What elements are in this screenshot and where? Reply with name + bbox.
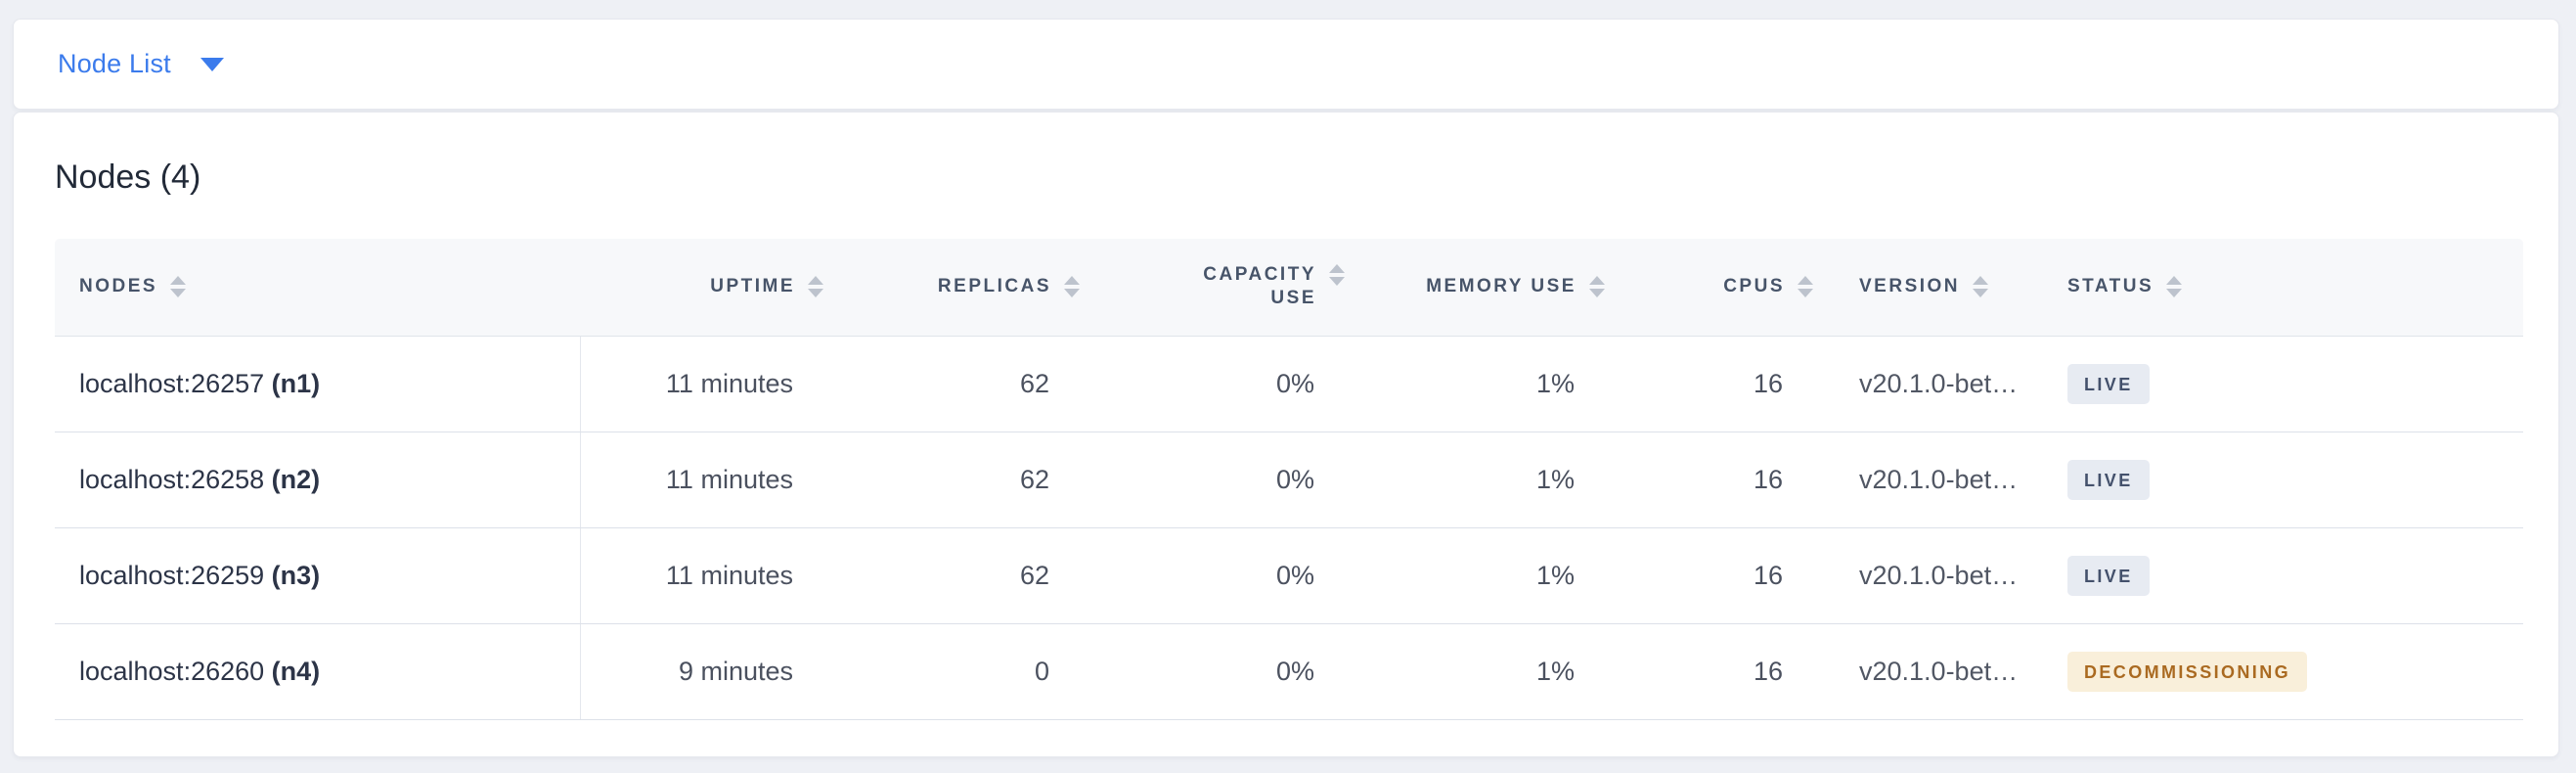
- status-badge: LIVE: [2067, 363, 2150, 404]
- memory-use-cell: 1%: [1360, 527, 1624, 624]
- capacity-use-cell: 0%: [1096, 623, 1360, 720]
- view-selector-bar: Node List: [13, 19, 2559, 110]
- column-header-label: UPTIME: [710, 276, 795, 297]
- memory-use-cell: 1%: [1360, 432, 1624, 528]
- column-header-memory-use[interactable]: MEMORY USE: [1360, 239, 1624, 337]
- node-address-cell: localhost:26258 (n2): [55, 432, 581, 528]
- column-header-label: STATUS: [2067, 276, 2154, 297]
- version-cell: v20.1.0-bet…: [1830, 623, 2045, 720]
- node-address: localhost:26257: [79, 368, 272, 398]
- node-row[interactable]: localhost:26257 (n1) 11 minutes 62 0% 1%…: [55, 336, 2523, 432]
- cpus-cell: 16: [1624, 336, 1830, 432]
- column-header-uptime[interactable]: UPTIME: [580, 239, 837, 337]
- status-cell: LIVE: [2045, 336, 2523, 432]
- sort-arrows-icon: [808, 276, 823, 298]
- version-cell: v20.1.0-bet…: [1830, 527, 2045, 624]
- version-cell: v20.1.0-bet…: [1830, 336, 2045, 432]
- sort-arrows-icon: [1329, 264, 1345, 287]
- nodes-table-body: localhost:26257 (n1) 11 minutes 62 0% 1%…: [55, 336, 2523, 720]
- node-row[interactable]: localhost:26260 (n4) 9 minutes 0 0% 1% 1…: [55, 623, 2523, 720]
- node-id: (n1): [271, 368, 321, 398]
- column-header-version[interactable]: VERSION: [1830, 239, 2045, 337]
- cpus-cell: 16: [1624, 623, 1830, 720]
- node-id: (n2): [271, 464, 321, 494]
- caret-down-icon: [200, 57, 224, 71]
- table-header-row: NODES UPTIME REPLICAS: [55, 239, 2523, 337]
- status-cell: LIVE: [2045, 527, 2523, 624]
- uptime-cell: 9 minutes: [580, 623, 837, 720]
- sort-arrows-icon: [1798, 276, 1813, 298]
- node-list-dropdown[interactable]: Node List: [58, 49, 224, 79]
- uptime-cell: 11 minutes: [580, 527, 837, 624]
- node-address-cell: localhost:26260 (n4): [55, 623, 581, 720]
- status-badge: LIVE: [2067, 555, 2150, 596]
- node-id: (n4): [271, 656, 321, 686]
- node-row[interactable]: localhost:26259 (n3) 11 minutes 62 0% 1%…: [55, 527, 2523, 624]
- column-header-label: CAPACITY USE: [1203, 264, 1316, 309]
- status-badge: LIVE: [2067, 459, 2150, 500]
- nodes-table: NODES UPTIME REPLICAS: [55, 239, 2523, 720]
- status-cell: LIVE: [2045, 432, 2523, 528]
- column-header-label: CPUS: [1723, 276, 1785, 297]
- node-address: localhost:26260: [79, 656, 272, 686]
- cpus-cell: 16: [1624, 432, 1830, 528]
- node-address-cell: localhost:26259 (n3): [55, 527, 581, 624]
- replicas-cell: 62: [837, 336, 1096, 432]
- node-address: localhost:26259: [79, 560, 272, 590]
- replicas-cell: 0: [837, 623, 1096, 720]
- sort-arrows-icon: [2166, 276, 2183, 298]
- column-header-cpus[interactable]: CPUS: [1624, 239, 1830, 337]
- column-header-status[interactable]: STATUS: [2045, 239, 2523, 337]
- uptime-cell: 11 minutes: [580, 336, 837, 432]
- column-header-label: REPLICAS: [937, 276, 1051, 297]
- node-address: localhost:26258: [79, 464, 272, 494]
- nodes-panel: Nodes (4) NODES UPTIME: [13, 112, 2559, 757]
- capacity-use-cell: 0%: [1096, 336, 1360, 432]
- node-address-cell: localhost:26257 (n1): [55, 336, 581, 432]
- memory-use-cell: 1%: [1360, 336, 1624, 432]
- uptime-cell: 11 minutes: [580, 432, 837, 528]
- sort-arrows-icon: [1064, 276, 1080, 298]
- node-id: (n3): [271, 560, 321, 590]
- status-cell: DECOMMISSIONING: [2045, 623, 2523, 720]
- sort-arrows-icon: [1973, 276, 1989, 298]
- column-header-label: MEMORY USE: [1426, 276, 1577, 297]
- sort-arrows-icon: [170, 276, 187, 298]
- status-badge: DECOMMISSIONING: [2067, 651, 2308, 692]
- column-header-replicas[interactable]: REPLICAS: [837, 239, 1096, 337]
- cpus-cell: 16: [1624, 527, 1830, 624]
- capacity-use-cell: 0%: [1096, 527, 1360, 624]
- capacity-use-cell: 0%: [1096, 432, 1360, 528]
- version-cell: v20.1.0-bet…: [1830, 432, 2045, 528]
- column-header-capacity-use[interactable]: CAPACITY USE: [1096, 239, 1360, 337]
- column-header-label: VERSION: [1859, 276, 1961, 297]
- replicas-cell: 62: [837, 432, 1096, 528]
- node-row[interactable]: localhost:26258 (n2) 11 minutes 62 0% 1%…: [55, 432, 2523, 528]
- node-list-dropdown-label: Node List: [58, 49, 171, 78]
- memory-use-cell: 1%: [1360, 623, 1624, 720]
- column-header-nodes[interactable]: NODES: [55, 239, 580, 337]
- replicas-cell: 62: [837, 527, 1096, 624]
- sort-arrows-icon: [1589, 276, 1605, 298]
- page-title: Nodes (4): [55, 159, 201, 196]
- column-header-label: NODES: [79, 276, 158, 297]
